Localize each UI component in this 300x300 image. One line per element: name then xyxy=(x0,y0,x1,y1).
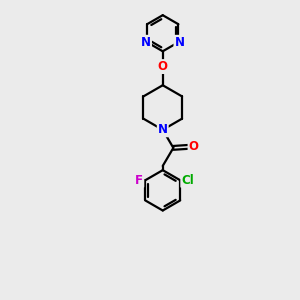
Text: Cl: Cl xyxy=(181,174,194,187)
Text: O: O xyxy=(188,140,199,153)
Text: N: N xyxy=(158,123,168,136)
Text: O: O xyxy=(158,60,168,73)
Text: N: N xyxy=(141,36,151,49)
Text: F: F xyxy=(135,174,143,187)
Text: N: N xyxy=(174,36,184,49)
